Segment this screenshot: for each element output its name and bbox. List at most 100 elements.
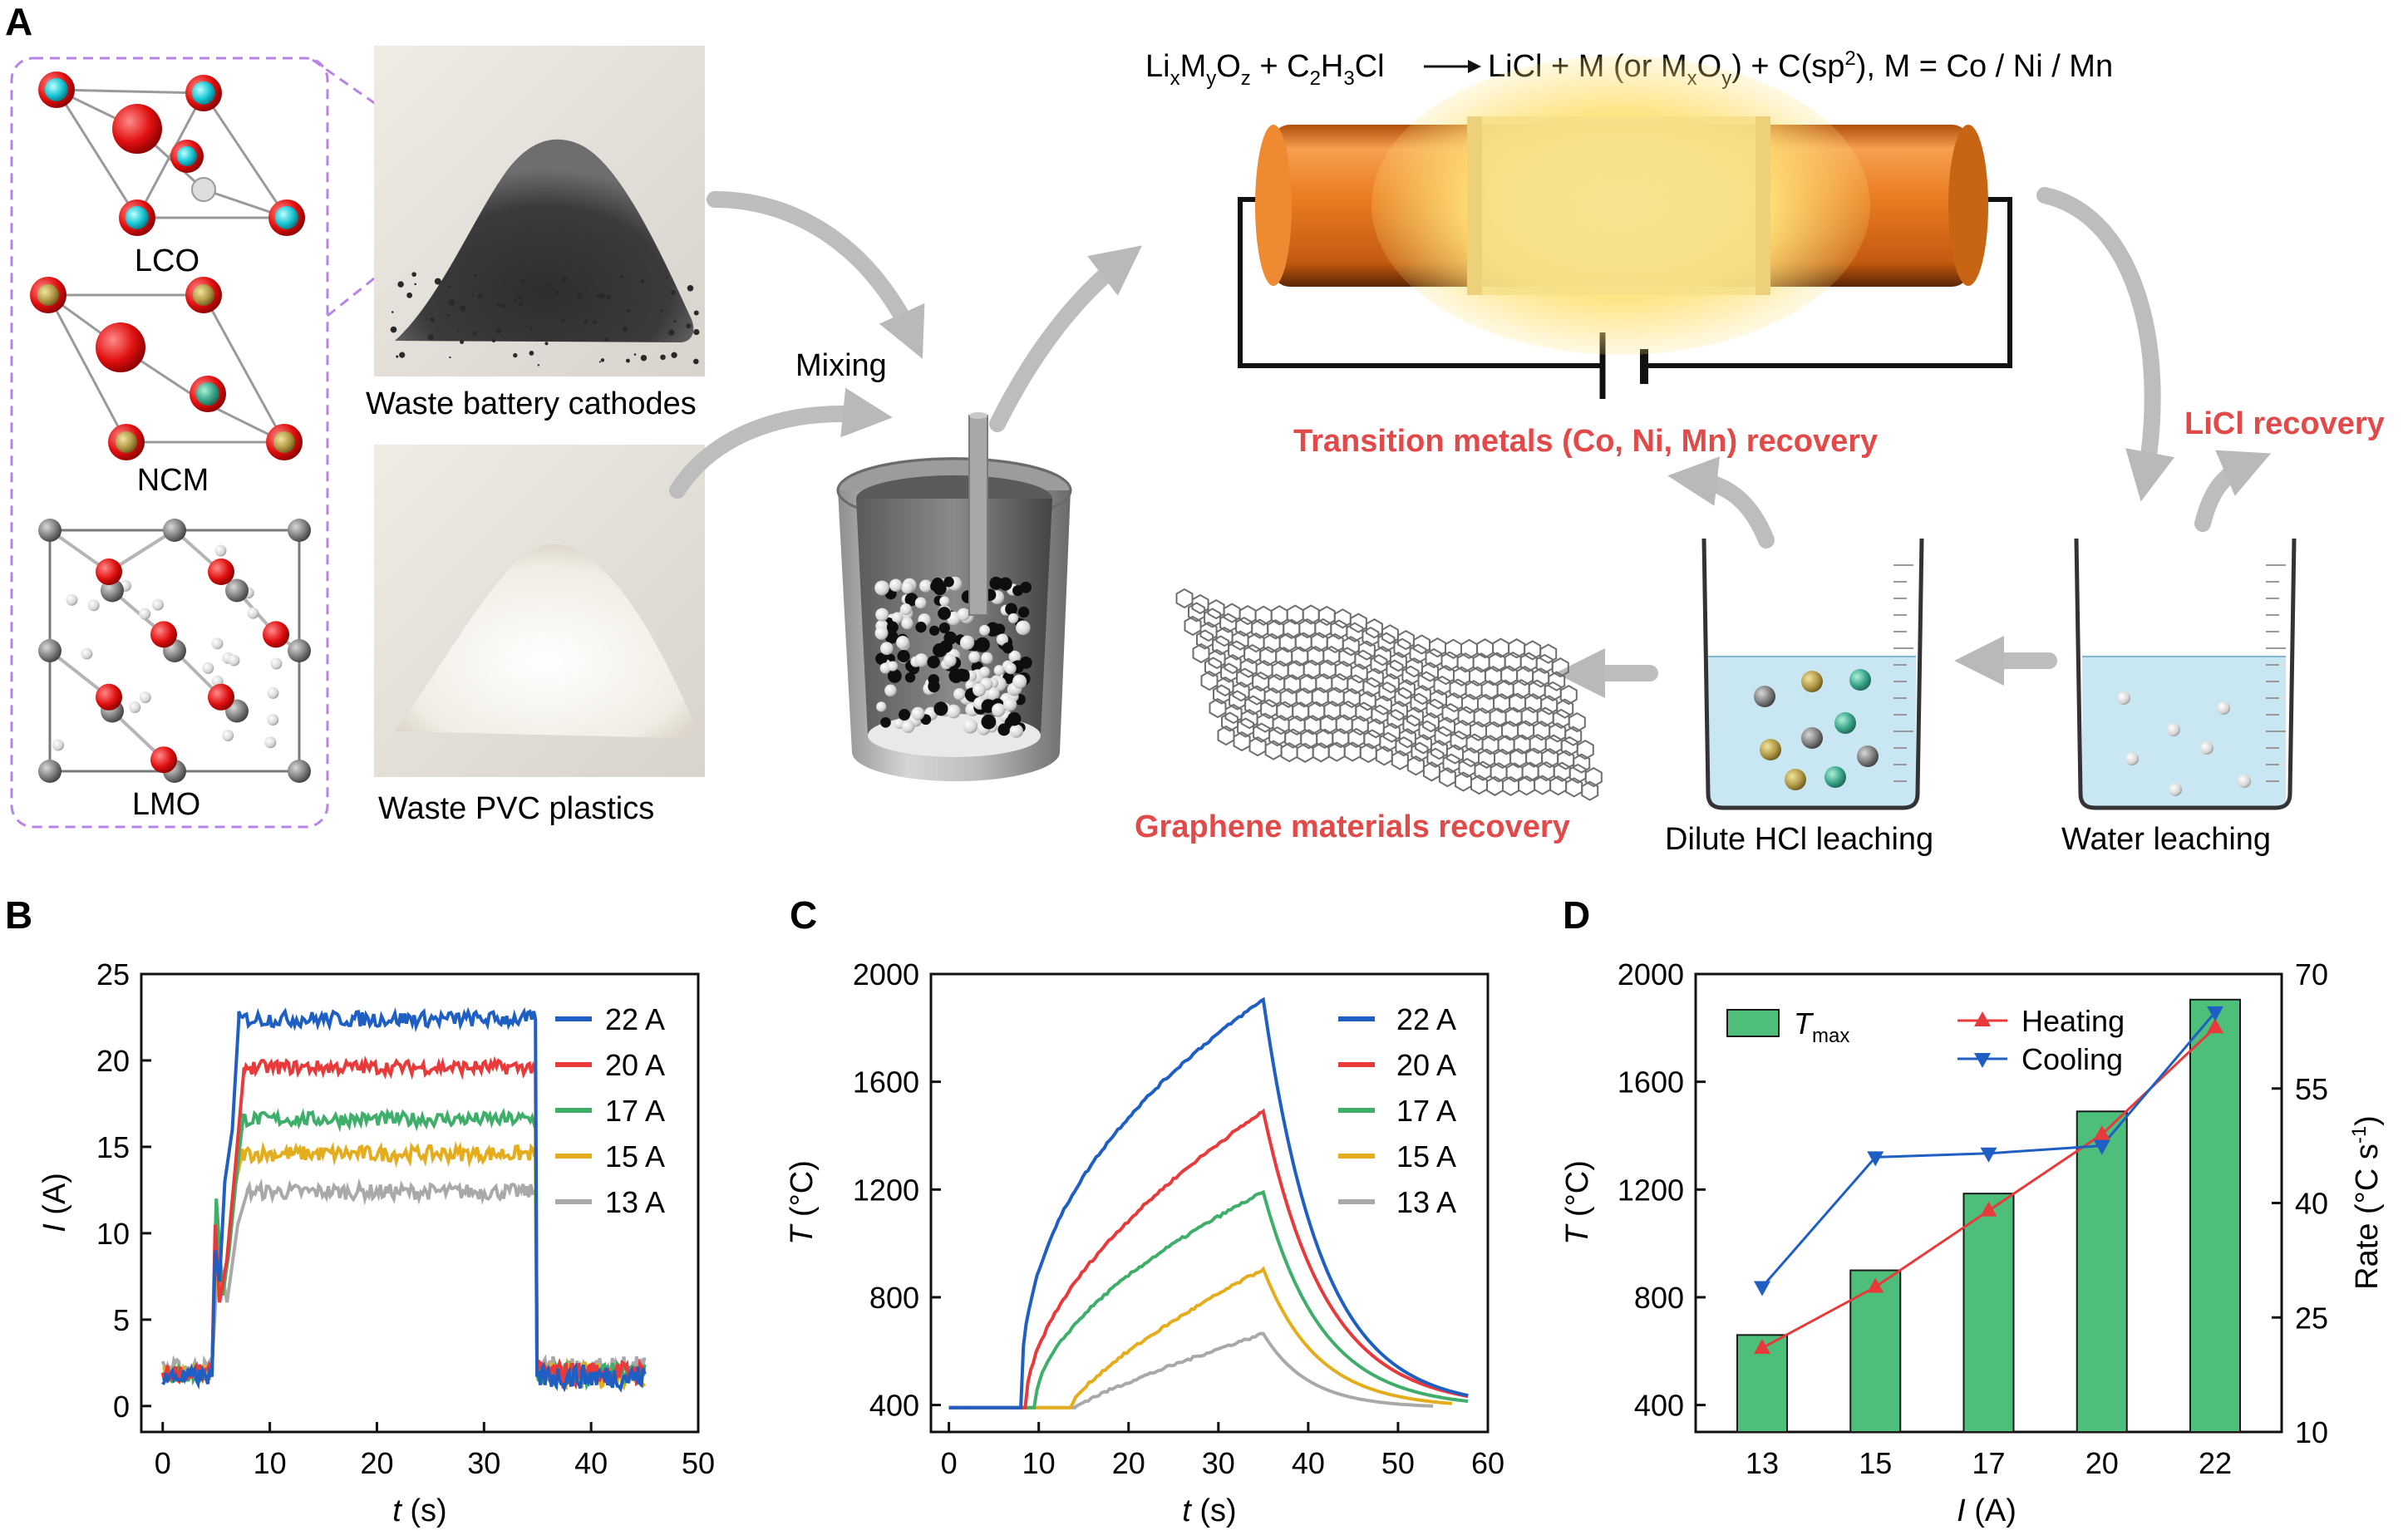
panel-d-x-tick-label: 22 bbox=[2199, 1446, 2232, 1480]
panel-c-series-i20 bbox=[948, 1108, 1469, 1410]
panel-c-y-tick-label: 1200 bbox=[853, 1173, 919, 1207]
panel-d-heating-point bbox=[1754, 1338, 1770, 1354]
panel-b-legend-label: 17 A bbox=[605, 1094, 665, 1128]
arrow-water-to-licl bbox=[2194, 450, 2272, 532]
panel-d-tmax-bar bbox=[1849, 1269, 1902, 1433]
panel-d-y2-tick-label: 55 bbox=[2295, 1072, 2328, 1106]
panel-c: C 0 10 20 30 40 50 60 400 800 1200 1600 2000 22 A 20… bbox=[785, 893, 1504, 1528]
panel-b-y-tick-label: 5 bbox=[113, 1303, 130, 1337]
panel-d-legend-heating-marker bbox=[1974, 1011, 1991, 1026]
panel-b-y-tick-label: 20 bbox=[96, 1044, 130, 1078]
water-leaching-caption: Water leaching bbox=[2061, 822, 2271, 857]
panel-c-y-tick-label: 1600 bbox=[853, 1065, 919, 1100]
lco-label: LCO bbox=[135, 244, 199, 278]
panel-d-tmax-bar bbox=[2189, 998, 2241, 1433]
waste-cathode-photo bbox=[374, 46, 705, 376]
panel-b-x-tick-label: 0 bbox=[155, 1446, 171, 1480]
panel-b-x-tick-label: 50 bbox=[682, 1446, 715, 1480]
panel-c-x-tick-label: 50 bbox=[1381, 1446, 1415, 1480]
panel-d-y-tick-label: 1200 bbox=[1618, 1173, 1684, 1207]
panel-c-series-i17 bbox=[948, 1189, 1469, 1410]
panel-d-heating-point bbox=[2093, 1124, 2110, 1140]
panel-b-legend-label: 15 A bbox=[605, 1139, 665, 1173]
panel-d-y-tick-label: 800 bbox=[1634, 1281, 1684, 1315]
panel-d-heating-point bbox=[1867, 1277, 1884, 1293]
panel-c-legend-label: 22 A bbox=[1396, 1002, 1456, 1036]
panel-c-x-tick-label: 40 bbox=[1292, 1446, 1325, 1480]
graphene-sheet bbox=[1175, 588, 1603, 801]
panel-d-y2-tick-label: 40 bbox=[2295, 1187, 2328, 1221]
panel-d-y2-tick-label: 10 bbox=[2295, 1415, 2328, 1449]
water-beaker bbox=[2074, 538, 2297, 810]
panel-c-plot-frame bbox=[929, 972, 1490, 1434]
ncm-crystal-structure bbox=[30, 277, 303, 460]
reaction-equation: LixMyOz + C2H3Cl bbox=[1145, 49, 1385, 90]
panel-d-y2label: Rate (°C s-1) bbox=[2348, 1115, 2385, 1290]
lmo-crystal-structure bbox=[38, 519, 311, 783]
panel-b-plot-frame bbox=[140, 972, 700, 1434]
panel-d-cooling-point bbox=[1867, 1151, 1884, 1167]
panel-d-legend-cooling-marker bbox=[1974, 1053, 1991, 1068]
panel-b-legend-label: 13 A bbox=[605, 1185, 665, 1219]
panel-b-legend-label: 20 A bbox=[605, 1048, 665, 1082]
graphene-recovery-label: Graphene materials recovery bbox=[1135, 809, 1570, 844]
panel-c-xlabel: t (s) bbox=[1182, 1493, 1236, 1528]
hcl-leaching-caption: Dilute HCl leaching bbox=[1665, 822, 1933, 857]
panel-d-legend-tmax: Tmax bbox=[1794, 1006, 1849, 1047]
panel-c-ylabel: T (°C) bbox=[785, 1160, 820, 1245]
panel-c-x-tick-label: 0 bbox=[941, 1446, 958, 1480]
lmo-label: LMO bbox=[132, 787, 200, 822]
panel-b-y-tick-label: 0 bbox=[113, 1390, 130, 1424]
panel-b-y-tick-label: 15 bbox=[96, 1130, 130, 1164]
panel-d: D 400 800 1200 1600 2000 10 25 40 55 70 13 15 17 20 22… bbox=[1560, 893, 2385, 1528]
panel-b-y-tick-label: 10 bbox=[96, 1217, 130, 1251]
hcl-beaker bbox=[1701, 538, 1924, 810]
panel-d-y-tick-label: 1600 bbox=[1618, 1065, 1684, 1100]
panel-c-series-i22 bbox=[948, 996, 1469, 1410]
panel-d-letter: D bbox=[1563, 893, 1590, 937]
panel-b-series-i22 bbox=[161, 1006, 647, 1393]
panel-b-series-i13 bbox=[160, 1178, 647, 1384]
arrow-joule-to-water bbox=[2036, 187, 2175, 502]
panel-c-x-tick-label: 10 bbox=[1022, 1446, 1056, 1480]
panel-d-x-tick-label: 20 bbox=[2085, 1446, 2119, 1480]
panel-c-y-tick-label: 400 bbox=[869, 1389, 919, 1423]
panel-c-legend-label: 20 A bbox=[1396, 1048, 1456, 1082]
reaction-arrow bbox=[1424, 60, 1481, 73]
panel-b-letter: B bbox=[5, 893, 32, 937]
panel-d-legend-bar-swatch bbox=[1726, 1009, 1780, 1037]
panel-c-y-tick-label: 2000 bbox=[853, 957, 919, 991]
panel-c-x-tick-label: 30 bbox=[1202, 1446, 1235, 1480]
waste-pvc-photo bbox=[374, 445, 705, 777]
panel-b-legend-label: 22 A bbox=[605, 1002, 665, 1036]
panel-d-cooling-point bbox=[1754, 1281, 1770, 1296]
panel-d-y-tick-label: 2000 bbox=[1618, 957, 1684, 991]
panel-d-cooling-point bbox=[2093, 1139, 2110, 1155]
mixer-cup bbox=[836, 412, 1072, 781]
joule-heating-tube bbox=[1238, 56, 2012, 399]
panel-d-xlabel: I (A) bbox=[1957, 1493, 2017, 1528]
panel-c-x-tick-label: 60 bbox=[1471, 1446, 1504, 1480]
arrow-pvc-to-mixer bbox=[669, 387, 893, 499]
panel-b-x-tick-label: 40 bbox=[574, 1446, 608, 1480]
panel-d-tmax-bar bbox=[1962, 1193, 2015, 1433]
panel-d-legend-cooling: Cooling bbox=[2021, 1042, 2123, 1076]
panel-d-heating-point bbox=[2207, 1018, 2223, 1034]
crystal-structures-frame bbox=[10, 57, 329, 829]
panel-c-legend-label: 13 A bbox=[1396, 1185, 1456, 1219]
panel-b-x-tick-label: 20 bbox=[360, 1446, 393, 1480]
licl-recovery-label: LiCl recovery bbox=[2184, 406, 2385, 441]
panel-c-series-i15 bbox=[948, 1266, 1452, 1410]
panel-c-legend-label: 15 A bbox=[1396, 1139, 1456, 1173]
panel-d-y-tick-label: 400 bbox=[1634, 1389, 1684, 1423]
panel-d-ylabel: T (°C) bbox=[1560, 1160, 1595, 1245]
panel-d-x-tick-label: 17 bbox=[1972, 1446, 2005, 1480]
panel-c-y-tick-label: 800 bbox=[869, 1281, 919, 1315]
lco-crystal-structure bbox=[38, 71, 305, 236]
panel-b-ylabel: I (A) bbox=[37, 1173, 72, 1232]
panel-c-x-tick-label: 20 bbox=[1112, 1446, 1145, 1480]
waste-pvc-caption: Waste PVC plastics bbox=[378, 791, 654, 826]
panel-c-legend-label: 17 A bbox=[1396, 1094, 1456, 1128]
ncm-label: NCM bbox=[137, 463, 209, 498]
mixing-label: Mixing bbox=[795, 348, 887, 383]
